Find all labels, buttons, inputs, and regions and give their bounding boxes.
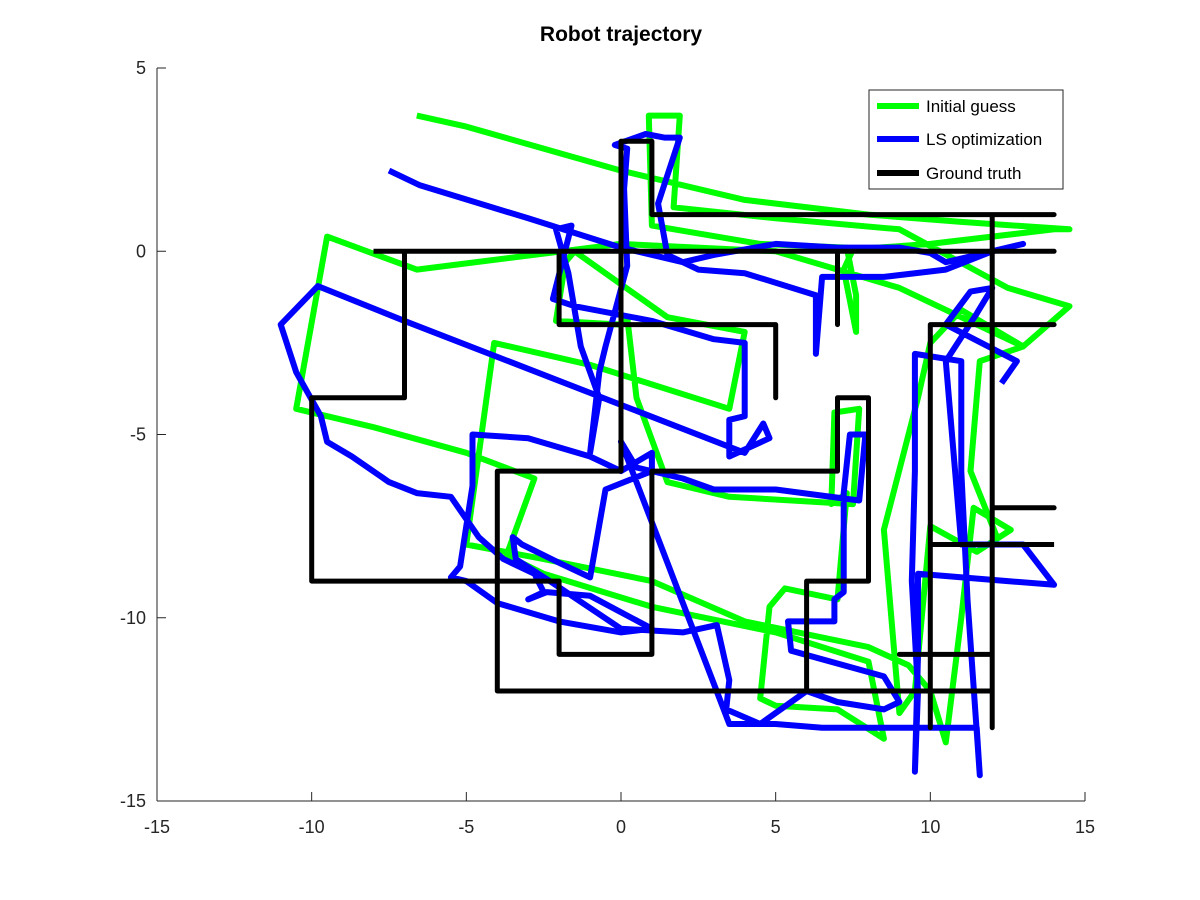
series-line-initial-guess: [293, 112, 1073, 746]
y-tick-label: -5: [130, 425, 146, 445]
y-tick-label: -15: [120, 791, 146, 811]
ticks: -15 -10 -5 0 5 10 15 -15 -10 -5 0 5: [120, 58, 1095, 837]
y-tick-label: 0: [136, 241, 146, 261]
legend-label-ground-truth: Ground truth: [926, 164, 1021, 183]
chart-title: Robot trajectory: [540, 23, 703, 46]
legend-label-initial-guess: Initial guess: [926, 97, 1016, 116]
series-line-ground-truth: [309, 138, 1057, 731]
x-tick-label: -5: [458, 817, 474, 837]
series-layer: [277, 112, 1073, 779]
x-tick-label: -10: [299, 817, 325, 837]
y-tick-label: 5: [136, 58, 146, 78]
x-tick-label: -15: [144, 817, 170, 837]
x-tick-label: 5: [771, 817, 781, 837]
x-tick-label: 10: [920, 817, 940, 837]
x-tick-label: 15: [1075, 817, 1095, 837]
x-tick-label: 0: [616, 817, 626, 837]
y-tick-label: -10: [120, 608, 146, 628]
legend: Initial guess LS optimization Ground tru…: [868, 89, 1064, 190]
legend-label-ls-optimization: LS optimization: [926, 130, 1042, 149]
